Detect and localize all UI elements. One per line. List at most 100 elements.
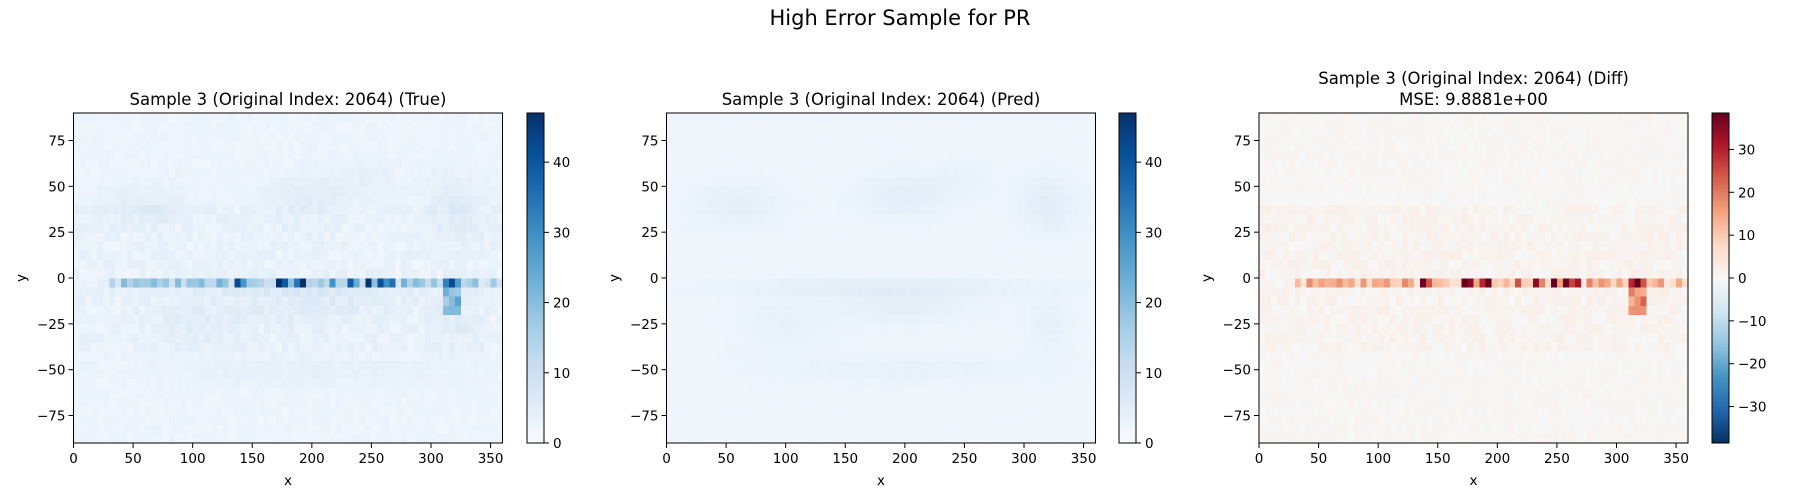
heatmap-cell: [419, 259, 426, 270]
colorbar-step: [527, 356, 544, 360]
heatmap-cell: [1029, 186, 1037, 196]
heatmap-cell: [1065, 388, 1072, 398]
heatmap-cell: [145, 305, 152, 315]
heatmap-cell: [946, 250, 953, 260]
heatmap-cell: [317, 241, 325, 251]
heatmap-cell: [496, 278, 503, 288]
heatmap-cell: [198, 241, 205, 251]
heatmap-cell: [419, 232, 426, 242]
heatmap-cell: [150, 250, 158, 260]
heatmap-cell: [690, 369, 697, 380]
heatmap-cell: [1059, 158, 1067, 169]
heatmap-cell: [258, 223, 265, 233]
heatmap-cell: [1035, 287, 1043, 297]
heatmap-cell: [395, 388, 402, 398]
heatmap-cell: [431, 232, 438, 242]
heatmap-cell: [460, 369, 468, 380]
heatmap-cell: [317, 333, 325, 343]
heatmap-cell: [371, 186, 378, 196]
heatmap-cell: [454, 397, 462, 407]
heatmap-cell: [490, 168, 497, 178]
heatmap-cell: [1035, 186, 1043, 196]
heatmap-cell: [738, 204, 745, 215]
heatmap-cell: [156, 268, 164, 279]
heatmap-cell: [192, 433, 199, 444]
heatmap-cell: [1047, 232, 1055, 242]
heatmap-cell: [1018, 158, 1025, 169]
heatmap-cell: [156, 195, 164, 205]
heatmap-cell: [168, 342, 176, 352]
heatmap-cell: [946, 232, 953, 242]
heatmap-cell: [940, 360, 947, 370]
colorbar-step: [527, 368, 544, 372]
heatmap-cell: [934, 287, 941, 297]
heatmap-cell: [425, 397, 432, 407]
heatmap-cell: [401, 415, 408, 425]
heatmap-cell: [145, 342, 152, 352]
heatmap-cell: [910, 223, 918, 233]
heatmap-cell: [797, 360, 804, 370]
heatmap-cell: [881, 287, 888, 297]
heatmap-cell: [216, 177, 223, 187]
heatmap-cell: [839, 397, 846, 407]
heatmap-cell: [934, 195, 941, 205]
heatmap-cell: [1071, 177, 1078, 187]
heatmap-cell: [442, 305, 450, 315]
heatmap-cell: [252, 268, 259, 279]
heatmap-cell: [216, 131, 223, 141]
heatmap-cell: [347, 195, 354, 205]
heatmap-cell: [726, 287, 733, 297]
heatmap-cell: [282, 378, 289, 389]
heatmap-cell: [678, 195, 685, 205]
heatmap-cell: [150, 259, 158, 270]
heatmap-cell: [755, 259, 763, 270]
heatmap-cell: [329, 287, 336, 297]
heatmap-cell: [922, 232, 929, 242]
heatmap-cell: [264, 333, 271, 343]
heatmap-cell: [809, 406, 816, 416]
heatmap-cell: [311, 369, 319, 380]
heatmap-cell: [407, 296, 414, 306]
heatmap-cell: [401, 131, 408, 141]
heatmap-cell: [258, 186, 265, 196]
colorbar-step: [527, 272, 544, 276]
heatmap-cell: [293, 232, 301, 242]
heatmap-cell: [738, 351, 745, 361]
heatmap-cell: [898, 177, 906, 187]
colorbar-step: [527, 212, 544, 216]
heatmap-cell: [216, 278, 223, 288]
heatmap-cell: [1029, 388, 1037, 398]
heatmap-cell: [228, 204, 235, 215]
heatmap-cell: [845, 158, 852, 169]
heatmap-cell: [454, 287, 462, 297]
heatmap-cell: [797, 223, 804, 233]
heatmap-cell: [1012, 223, 1019, 233]
colorbar-step: [527, 389, 544, 393]
heatmap-cell: [934, 259, 941, 270]
heatmap-cell: [869, 351, 876, 361]
heatmap-cell: [1065, 323, 1072, 334]
heatmap-cell: [1035, 369, 1043, 380]
heatmap-cell: [377, 378, 384, 389]
heatmap-cell: [821, 406, 828, 416]
heatmap-cell: [359, 433, 366, 444]
heatmap-cell: [341, 250, 348, 260]
heatmap-cell: [472, 351, 479, 361]
heatmap-cell: [186, 424, 193, 435]
colorbar-step: [527, 164, 544, 168]
heatmap-cell: [1006, 342, 1013, 352]
heatmap-cell: [162, 351, 170, 361]
heatmap-cell: [162, 305, 170, 315]
heatmap-cell: [767, 177, 775, 187]
heatmap-cell: [1053, 388, 1061, 398]
heatmap-cell: [252, 397, 259, 407]
heatmap-cell: [91, 250, 98, 260]
heatmap-cell: [988, 195, 995, 205]
heatmap-cell: [898, 378, 906, 389]
colorbar-step: [527, 329, 544, 333]
heatmap-cell: [809, 369, 816, 380]
heatmap-cell: [478, 158, 485, 169]
heatmap-cell: [779, 287, 786, 297]
heatmap-cell: [1024, 424, 1031, 435]
heatmap-cell: [204, 333, 211, 343]
